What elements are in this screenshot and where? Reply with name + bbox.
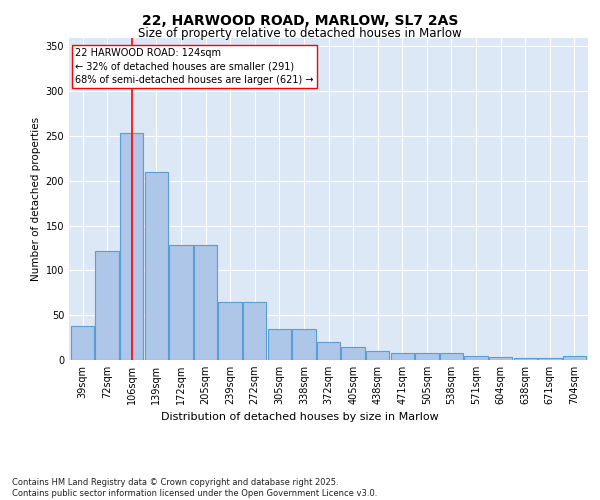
Text: Size of property relative to detached houses in Marlow: Size of property relative to detached ho… <box>138 28 462 40</box>
Bar <box>145 172 168 360</box>
Bar <box>243 302 266 360</box>
Bar <box>464 356 488 360</box>
Bar <box>268 328 291 360</box>
Y-axis label: Number of detached properties: Number of detached properties <box>31 116 41 281</box>
Bar <box>341 348 365 360</box>
Bar <box>440 353 463 360</box>
Text: 22, HARWOOD ROAD, MARLOW, SL7 2AS: 22, HARWOOD ROAD, MARLOW, SL7 2AS <box>142 14 458 28</box>
Text: 22 HARWOOD ROAD: 124sqm
← 32% of detached houses are smaller (291)
68% of semi-d: 22 HARWOOD ROAD: 124sqm ← 32% of detache… <box>75 48 314 84</box>
Bar <box>218 302 242 360</box>
Text: Contains HM Land Registry data © Crown copyright and database right 2025.
Contai: Contains HM Land Registry data © Crown c… <box>12 478 377 498</box>
Text: Distribution of detached houses by size in Marlow: Distribution of detached houses by size … <box>161 412 439 422</box>
Bar <box>169 246 193 360</box>
Bar <box>415 353 439 360</box>
Bar <box>120 134 143 360</box>
Bar <box>366 351 389 360</box>
Bar <box>71 326 94 360</box>
Bar <box>95 250 119 360</box>
Bar <box>391 353 414 360</box>
Bar <box>514 358 537 360</box>
Bar <box>292 328 316 360</box>
Bar <box>563 356 586 360</box>
Bar <box>489 358 512 360</box>
Bar <box>317 342 340 360</box>
Bar <box>538 358 562 360</box>
Bar <box>194 246 217 360</box>
